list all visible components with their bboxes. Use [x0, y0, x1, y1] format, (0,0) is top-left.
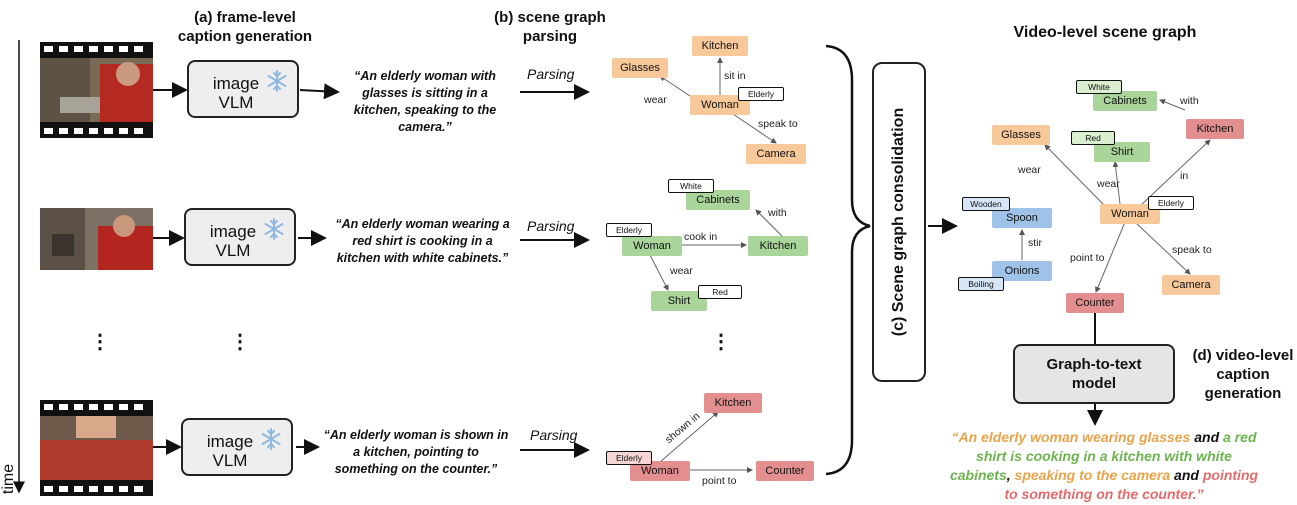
graph1-attr-elderly: Elderly	[738, 87, 784, 101]
graph1-node-glasses: Glasses	[612, 58, 668, 78]
graph2-attr-elderly: Elderly	[606, 223, 652, 237]
caption-part-and-2: and	[1170, 467, 1203, 483]
video-edge-wear-glasses: wear	[1018, 164, 1041, 176]
graph2-attr-red: Red	[698, 285, 742, 299]
header-video-level-graph: Video-level scene graph	[1013, 24, 1197, 41]
graph3-edge-point-to: point to	[702, 475, 737, 487]
video-attr-boiling: Boiling	[958, 277, 1004, 291]
header-video-caption: (d) video-level caption generation	[1192, 347, 1294, 402]
caption-part-counter: pointing to something on the counter	[1004, 467, 1259, 502]
caption-part-glasses: “An elderly woman wearing glasses	[951, 429, 1191, 445]
graph3-node-kitchen: Kitchen	[704, 393, 762, 413]
image-vlm-box-3: image VLM	[181, 418, 293, 476]
video-node-glasses: Glasses	[992, 125, 1050, 145]
video-attr-red: Red	[1071, 131, 1115, 145]
graph1-node-camera: Camera	[746, 144, 806, 164]
video-edge-with: with	[1180, 95, 1199, 107]
parsing-label-3: Parsing	[530, 427, 578, 443]
video-frame-2	[40, 208, 153, 270]
snowflake-icon	[261, 428, 281, 450]
consolidation-label: (c) Scene graph consolidation	[890, 107, 907, 337]
snowflake-icon	[264, 218, 284, 240]
graph2-node-shirt: Shirt	[651, 291, 707, 311]
header-frame-caption: (a) frame-level caption generation	[177, 9, 313, 45]
video-node-camera: Camera	[1162, 275, 1220, 295]
graph3-node-counter: Counter	[756, 461, 814, 481]
frame-caption-2: “An elderly woman wearing a red shirt is…	[335, 217, 510, 265]
caption-part-camera: speaking to the camera	[1014, 467, 1171, 483]
graph2-edge-with: with	[768, 207, 787, 219]
caption-part-comma: ,	[1006, 467, 1015, 483]
graph2-node-cabinets: Cabinets	[686, 190, 750, 210]
time-axis-label: time	[0, 463, 18, 495]
graph2-attr-white: White	[668, 179, 714, 193]
graph1-edge-sit-in: sit in	[724, 70, 746, 82]
video-attr-white: White	[1076, 80, 1122, 94]
video-edge-wear-shirt: wear	[1097, 178, 1120, 190]
video-edge-in: in	[1180, 170, 1189, 182]
video-node-onions: Onions	[992, 261, 1052, 281]
caption-part-end: .”	[1192, 486, 1204, 502]
ellipsis-vlm: ⋮	[230, 331, 250, 353]
video-node-kitchen: Kitchen	[1186, 119, 1244, 139]
caption-part-shirt-kitchen: a red shirt is cooking in a kitchen with…	[949, 429, 1257, 483]
parsing-label-2: Parsing	[527, 218, 575, 234]
frame-caption-1: “An elderly woman with glasses is sittin…	[353, 69, 497, 134]
image-vlm-box-2: image VLM	[184, 208, 296, 266]
brace-icon	[825, 44, 871, 476]
graph3-node-woman: Woman	[630, 461, 690, 481]
graph-to-text-label: Graph-to-text model	[1046, 356, 1142, 392]
vlm-label: image VLM	[209, 222, 257, 260]
graph2-edge-wear: wear	[670, 265, 693, 277]
video-node-counter: Counter	[1066, 293, 1124, 313]
video-node-woman: Woman	[1100, 204, 1160, 224]
video-level-caption: “An elderly woman wearing glasses and a …	[944, 428, 1264, 504]
graph1-node-kitchen: Kitchen	[692, 36, 748, 56]
video-attr-wooden: Wooden	[962, 197, 1010, 211]
video-node-shirt: Shirt	[1094, 142, 1150, 162]
video-node-cabinets: Cabinets	[1093, 91, 1157, 111]
frame-caption-3: “An elderly woman is shown in a kitchen,…	[323, 428, 509, 476]
video-attr-elderly: Elderly	[1148, 196, 1194, 210]
video-node-spoon: Spoon	[992, 208, 1052, 228]
video-frame-3	[40, 400, 153, 496]
vlm-label: image VLM	[206, 432, 254, 470]
graph2-edge-cook-in: cook in	[684, 231, 718, 243]
graph3-attr-elderly: Elderly	[606, 451, 652, 465]
scene-graph-consolidation-box: (c) Scene graph consolidation	[872, 62, 926, 382]
graph1-node-woman: Woman	[690, 95, 750, 115]
video-edge-stir: stir	[1028, 237, 1042, 249]
graph2-node-woman: Woman	[622, 236, 682, 256]
video-edge-point-to: point to	[1070, 252, 1105, 264]
ellipsis-graphs: ⋮	[711, 331, 731, 353]
vlm-label: image VLM	[212, 74, 260, 112]
video-edge-speak-to: speak to	[1172, 244, 1212, 256]
header-scene-graph-parsing: (b) scene graph parsing	[494, 9, 606, 45]
video-frame-1	[40, 42, 153, 138]
graph2-node-kitchen: Kitchen	[748, 236, 808, 256]
graph1-edge-speak-to: speak to	[758, 118, 798, 130]
snowflake-icon	[267, 70, 287, 92]
caption-part-and-1: and	[1190, 429, 1224, 445]
graph1-edge-wear: wear	[644, 94, 667, 106]
ellipsis-frames: ⋮	[90, 331, 110, 353]
parsing-label-1: Parsing	[527, 66, 575, 82]
graph-to-text-model-box: Graph-to-text model	[1013, 344, 1175, 404]
image-vlm-box-1: image VLM	[187, 60, 299, 118]
